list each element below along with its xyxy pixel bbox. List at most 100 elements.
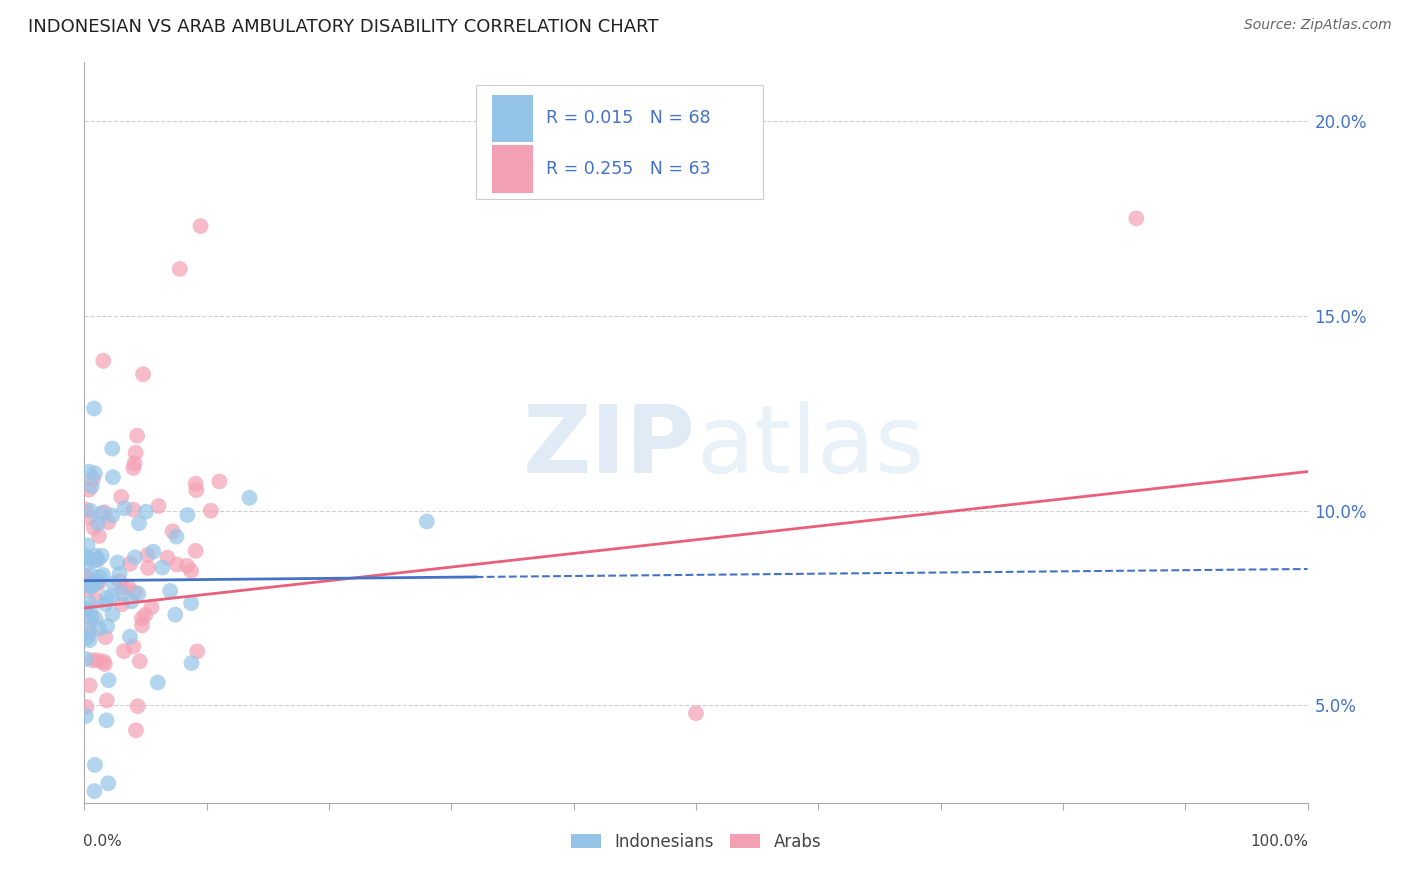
Text: atlas: atlas xyxy=(696,401,924,493)
Point xyxy=(685,706,707,721)
Point xyxy=(91,354,114,368)
Point xyxy=(96,591,118,605)
Point xyxy=(80,611,103,625)
Text: INDONESIAN VS ARAB AMBULATORY DISABILITY CORRELATION CHART: INDONESIAN VS ARAB AMBULATORY DISABILITY… xyxy=(28,18,658,36)
Point xyxy=(90,549,112,563)
Point xyxy=(75,709,97,723)
Point xyxy=(75,652,97,666)
Point xyxy=(93,655,115,669)
Point xyxy=(79,604,101,618)
Point xyxy=(200,504,222,518)
Text: ZIP: ZIP xyxy=(523,401,696,493)
Point xyxy=(134,607,156,622)
Point xyxy=(166,558,188,572)
Point xyxy=(77,582,100,597)
Point xyxy=(101,508,124,523)
Point xyxy=(114,501,136,516)
Point xyxy=(83,784,105,798)
Point xyxy=(76,557,98,571)
Point xyxy=(76,538,98,552)
Point xyxy=(108,574,131,589)
Point xyxy=(156,550,179,565)
Point xyxy=(112,644,135,658)
Point xyxy=(86,653,108,667)
Point xyxy=(184,476,207,491)
Point xyxy=(132,367,155,381)
Point xyxy=(186,483,208,497)
Point xyxy=(128,516,150,531)
Point xyxy=(94,597,117,611)
Point xyxy=(97,673,120,688)
Point xyxy=(75,700,97,714)
Point xyxy=(180,596,202,610)
Point xyxy=(180,564,202,578)
Point xyxy=(91,568,114,582)
Point xyxy=(80,567,103,582)
Point xyxy=(83,401,105,416)
FancyBboxPatch shape xyxy=(492,95,533,142)
Point xyxy=(84,574,107,588)
Point xyxy=(77,465,100,479)
Point xyxy=(75,551,97,566)
Point xyxy=(79,610,101,624)
Point xyxy=(136,561,159,575)
Point xyxy=(135,505,157,519)
Point xyxy=(112,581,135,595)
Point xyxy=(79,504,101,518)
Point xyxy=(97,516,120,530)
Point xyxy=(107,556,129,570)
Point xyxy=(180,656,202,670)
Point xyxy=(176,508,198,522)
Point xyxy=(131,618,153,632)
Point xyxy=(142,544,165,558)
Point xyxy=(416,515,439,529)
Point xyxy=(75,569,97,583)
Point xyxy=(141,600,163,615)
Point xyxy=(84,549,107,563)
Point xyxy=(96,693,118,707)
Point xyxy=(77,510,100,524)
Point xyxy=(148,499,170,513)
Point xyxy=(75,570,97,584)
Point xyxy=(86,593,108,607)
Point xyxy=(127,428,149,442)
Point xyxy=(86,576,108,591)
Point xyxy=(122,640,145,654)
Point xyxy=(117,579,139,593)
Point xyxy=(238,491,260,505)
Point xyxy=(82,653,104,667)
Point xyxy=(83,521,105,535)
Point xyxy=(124,585,146,599)
Point xyxy=(118,630,141,644)
Point xyxy=(122,461,145,475)
Text: 0.0%: 0.0% xyxy=(83,834,122,849)
Point xyxy=(124,456,146,470)
Point xyxy=(111,587,134,601)
Point xyxy=(96,714,118,728)
Point xyxy=(86,574,108,589)
Point xyxy=(124,446,146,460)
Point xyxy=(83,553,105,567)
Point xyxy=(79,633,101,648)
Point xyxy=(79,596,101,610)
Point xyxy=(101,470,124,484)
Text: 100.0%: 100.0% xyxy=(1251,834,1309,849)
Point xyxy=(80,479,103,493)
Point xyxy=(87,516,110,531)
Point xyxy=(186,644,208,658)
FancyBboxPatch shape xyxy=(492,145,533,193)
Point xyxy=(93,505,115,519)
Point xyxy=(184,543,207,558)
Point xyxy=(84,758,107,772)
Point xyxy=(79,579,101,593)
Point xyxy=(127,699,149,714)
Point xyxy=(75,631,97,645)
Point xyxy=(162,524,184,539)
Point xyxy=(190,219,212,233)
Point xyxy=(75,602,97,616)
Text: Source: ZipAtlas.com: Source: ZipAtlas.com xyxy=(1244,18,1392,32)
Point xyxy=(84,611,107,625)
Point xyxy=(87,622,110,636)
Point xyxy=(94,657,117,671)
Point xyxy=(150,560,173,574)
